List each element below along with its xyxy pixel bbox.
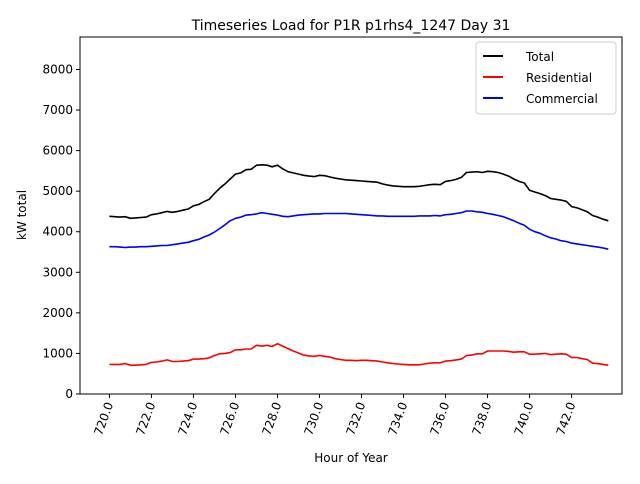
y-tick-label: 1000 (42, 346, 73, 360)
y-tick-label: 0 (65, 387, 73, 401)
series-line-total (109, 164, 609, 222)
legend-label-residential: Residential (526, 71, 592, 85)
x-tick-label: 730.0 (301, 400, 326, 437)
legend-label-commercial: Commercial (526, 92, 598, 106)
legend: Total Residential Commercial (475, 41, 617, 115)
x-tick-label: 736.0 (427, 400, 452, 437)
series-line-residential (109, 342, 609, 367)
x-tick-label: 720.0 (91, 400, 116, 437)
x-tick-label: 728.0 (259, 400, 284, 437)
x-tick-label: 722.0 (133, 400, 158, 437)
series-line-commercial (109, 210, 609, 250)
y-tick-label: 5000 (42, 184, 73, 198)
x-tick-label: 726.0 (217, 400, 242, 437)
legend-label-total: Total (525, 50, 554, 64)
legend-box (475, 41, 617, 115)
chart-title: Timeseries Load for P1R p1rhs4_1247 Day … (191, 18, 511, 34)
y-tick-label: 8000 (42, 62, 73, 76)
y-tick-label: 7000 (42, 103, 73, 117)
x-tick-label: 732.0 (343, 400, 368, 437)
y-tick-label: 4000 (42, 225, 73, 239)
x-tick-label: 724.0 (175, 400, 200, 437)
x-tick-label: 742.0 (553, 400, 578, 437)
x-tick-label: 738.0 (469, 400, 494, 437)
x-axis-label: Hour of Year (314, 451, 388, 465)
x-tick-label: 734.0 (385, 400, 410, 437)
y-axis-label: kW total (15, 190, 29, 240)
y-tick-label: 6000 (42, 144, 73, 158)
x-tick-label: 740.0 (511, 400, 536, 437)
y-tick-label: 2000 (42, 306, 73, 320)
plot-frame (79, 36, 623, 395)
y-tick-label: 3000 (42, 265, 73, 279)
